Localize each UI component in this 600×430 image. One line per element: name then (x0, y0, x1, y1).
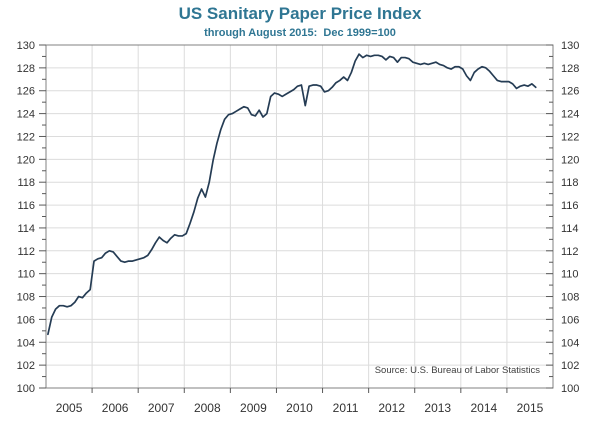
y-axis-label-left: 102 (17, 360, 35, 372)
y-axis-label-right: 120 (561, 154, 579, 166)
x-axis-year-label: 2014 (471, 401, 498, 415)
y-axis-label-left: 128 (17, 63, 35, 75)
y-axis-label-right: 114 (561, 223, 579, 235)
y-axis-label-right: 110 (561, 269, 579, 281)
y-axis-label-right: 102 (561, 360, 579, 372)
x-axis-year-label: 2010 (286, 401, 313, 415)
y-axis-label-left: 110 (17, 269, 35, 281)
y-axis-label-left: 130 (17, 40, 35, 52)
y-axis-label-left: 104 (17, 337, 35, 349)
x-axis-year-label: 2005 (56, 401, 83, 415)
x-axis-year-label: 2007 (148, 401, 175, 415)
y-axis-label-right: 126 (561, 86, 579, 98)
y-axis-label-right: 128 (561, 63, 579, 75)
x-axis-year-label: 2006 (102, 401, 129, 415)
y-axis-label-right: 108 (561, 292, 579, 304)
y-axis-label-left: 116 (17, 200, 35, 212)
y-axis-label-right: 106 (561, 314, 579, 326)
y-axis-label-right: 100 (561, 383, 579, 395)
x-axis-year-label: 2008 (194, 401, 221, 415)
y-axis-label-left: 106 (17, 314, 35, 326)
y-axis-label-right: 118 (561, 177, 579, 189)
chart-title: US Sanitary Paper Price Index (178, 4, 422, 23)
y-axis-label-right: 130 (561, 40, 579, 52)
x-axis-year-label: 2011 (333, 401, 359, 415)
y-axis-label-left: 122 (17, 131, 35, 143)
y-axis-label-left: 112 (17, 246, 35, 258)
chart-subtitle: through August 2015: Dec 1999=100 (204, 27, 396, 39)
y-axis-label-left: 100 (17, 383, 35, 395)
x-axis-year-label: 2009 (240, 401, 267, 415)
plot-frame (45, 44, 554, 389)
y-axis-label-left: 120 (17, 154, 35, 166)
y-axis-label-left: 118 (17, 177, 35, 189)
x-axis-year-label: 2015 (517, 401, 544, 415)
y-axis-label-right: 122 (561, 131, 579, 143)
x-axis-year-label: 2013 (424, 401, 451, 415)
y-axis-label-right: 104 (561, 337, 579, 349)
y-axis-label-right: 124 (561, 109, 579, 121)
y-axis-label-left: 114 (17, 223, 35, 235)
y-axis-label-left: 124 (17, 109, 35, 121)
y-axis-label-left: 108 (17, 292, 35, 304)
y-axis-label-right: 112 (561, 246, 579, 258)
x-axis-year-label: 2012 (378, 401, 405, 415)
source-label: Source: U.S. Bureau of Labor Statistics (374, 365, 540, 376)
y-axis-label-left: 126 (17, 86, 35, 98)
y-axis-label-right: 116 (561, 200, 579, 212)
price-index-series-line (47, 53, 537, 336)
